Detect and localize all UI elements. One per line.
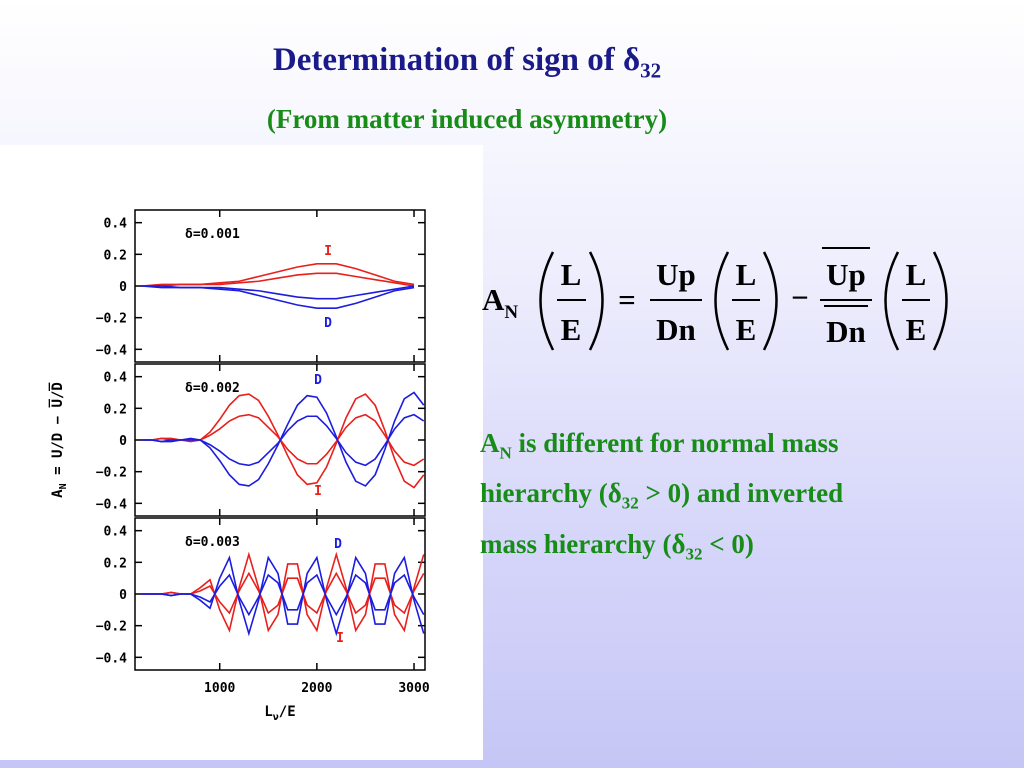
parens [539, 251, 948, 351]
y-tick-label: 0 [119, 434, 127, 449]
fraction-bars [557, 247, 930, 307]
paren [588, 251, 604, 351]
denominator: E [561, 312, 582, 347]
formula-a: A [482, 282, 505, 317]
data-line [141, 285, 415, 309]
y-tick-label: 0.4 [104, 217, 128, 232]
annotation: D [334, 537, 342, 552]
note-sub: 32 [621, 493, 639, 513]
y-tick-label: 0.2 [104, 556, 127, 571]
denominator: Dn [656, 312, 696, 347]
x-tick-label: 1000 [204, 681, 235, 696]
annotation: I [314, 484, 322, 499]
y-tick-label: −0.2 [96, 466, 127, 481]
title-text: Determination of sign of δ [272, 42, 641, 78]
data-line [141, 573, 425, 617]
data-line [141, 263, 415, 287]
data-line [141, 272, 415, 287]
formula-lhs: AN [482, 282, 518, 323]
y-tick-label: −0.4 [96, 651, 127, 666]
figure-panel [0, 145, 483, 760]
note-text: mass hierarchy (δ [480, 528, 686, 559]
paren [884, 251, 900, 351]
paren [932, 251, 948, 351]
note-text: A [480, 428, 500, 458]
y-tick-label: 0 [119, 280, 127, 295]
data-line [141, 285, 415, 300]
paren [714, 251, 730, 351]
x-label-rest: /E [279, 704, 296, 720]
data-line [141, 393, 425, 489]
note-sub: 32 [685, 544, 703, 564]
numerator: L [736, 257, 757, 292]
slide-title: Determination of sign of δ32 [0, 42, 934, 84]
x-label-sub: ν [273, 712, 279, 723]
numerator: Up [826, 257, 866, 292]
y-tick-label: 0.2 [104, 402, 127, 417]
formula-n: N [504, 302, 518, 323]
minus: − [791, 280, 809, 315]
plot-frame [134, 209, 426, 363]
denominator: Dn [826, 314, 866, 349]
y-label-rest: = U/D − U̅/D̅ [47, 382, 66, 483]
y-tick-label: −0.2 [96, 312, 127, 327]
panel-label: δ=0.001 [185, 227, 240, 242]
chart-panel: 0.4 0.2 0 −0.2 −0.4 δ=0.001 I D [96, 209, 426, 363]
panel-label: δ=0.002 [185, 381, 240, 396]
y-tick-label: 0 [119, 588, 127, 603]
x-tick-label: 3000 [398, 681, 429, 696]
data-line [141, 413, 425, 467]
denominator: E [906, 312, 927, 347]
annotation: I [324, 244, 332, 259]
note: AN is different for normal mass hierarchy… [480, 423, 1020, 574]
note-text: is different for normal mass [511, 428, 839, 458]
numerator: Up [656, 257, 696, 292]
equals: = [618, 282, 636, 317]
formula: AN L E = Up Dn L E − Up [482, 247, 948, 351]
numerator: L [906, 257, 927, 292]
y-label-main: A [50, 489, 66, 498]
y-tick-label: 0.2 [104, 248, 127, 263]
slide-subtitle: (From matter induced asymmetry) [266, 104, 668, 134]
y-tick-label: −0.2 [96, 620, 127, 635]
chart-panel: 0.4 0.2 0 −0.2 −0.4 1000 2000 3000 δ=0.003 D I [96, 517, 430, 696]
x-label-main: L [264, 704, 272, 720]
numerator: L [561, 257, 582, 292]
data-line [141, 391, 425, 487]
annotation: I [336, 631, 344, 646]
note-sub: N [499, 443, 512, 463]
y-tick-label: −0.4 [96, 343, 127, 358]
y-axis-label: AN = U/D − U̅/D̅ [47, 382, 69, 498]
y-tick-label: 0.4 [104, 525, 128, 540]
x-tick-label: 2000 [301, 681, 332, 696]
x-axis-label: Lν/E [264, 704, 295, 723]
plot-frame [134, 517, 426, 671]
plot-frame [134, 363, 426, 517]
note-text: < 0) [702, 528, 754, 559]
y-tick-label: 0.4 [104, 371, 128, 386]
note-text: hierarchy (δ [480, 478, 622, 509]
chart-panel: 0.4 0.2 0 −0.2 −0.4 δ=0.002 D I [96, 363, 426, 517]
title-sub: 32 [640, 58, 662, 83]
annotation: D [314, 373, 322, 388]
panel-label: δ=0.003 [185, 535, 240, 550]
paren [539, 251, 555, 351]
y-label-sub: N [58, 483, 69, 489]
paren [762, 251, 778, 351]
annotation: D [324, 316, 332, 331]
note-text: > 0) and inverted [638, 478, 844, 509]
y-tick-label: −0.4 [96, 497, 127, 512]
denominator: E [736, 312, 757, 347]
